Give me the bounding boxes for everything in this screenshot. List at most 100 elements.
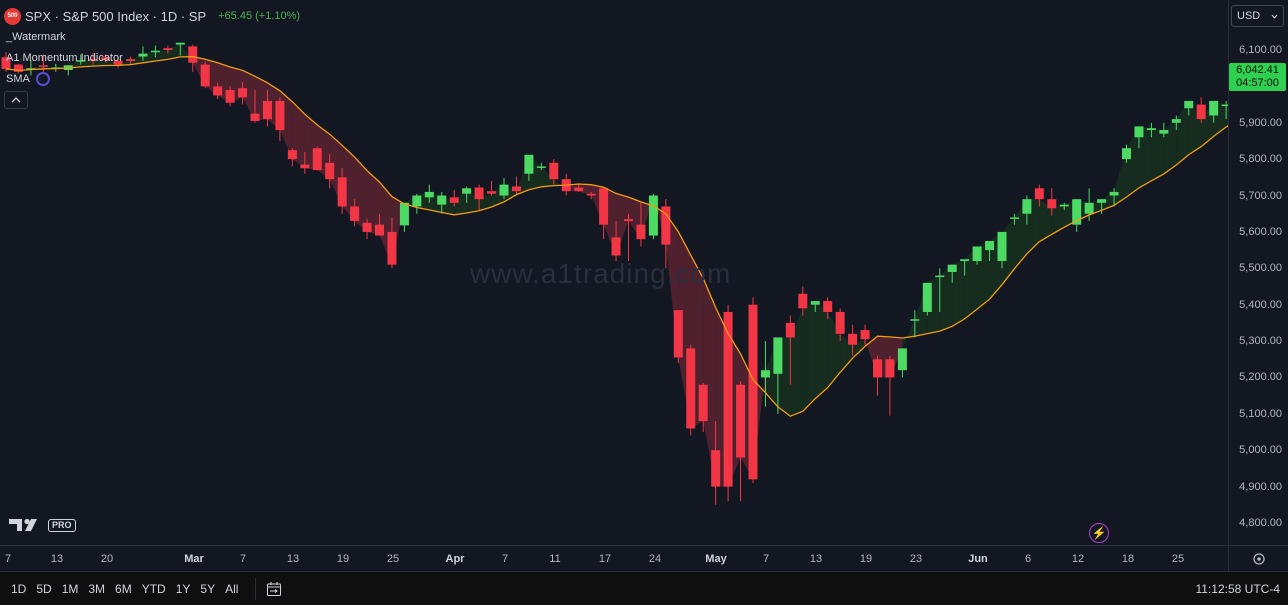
time-tick: 7: [762, 553, 770, 565]
time-tick: Apr: [445, 553, 465, 565]
price-tick: 5,600.00: [1239, 225, 1282, 238]
candle-body: [375, 224, 384, 236]
clock[interactable]: 11:12:58 UTC-4: [1195, 581, 1281, 596]
date-range-button[interactable]: [255, 577, 282, 600]
candle-body: [262, 100, 272, 120]
tradingview-logo[interactable]: PRO: [9, 518, 76, 532]
candle-body: [101, 57, 111, 61]
chart-area[interactable]: www.a1trading.com 500 SPX · S&P 500 Inde…: [0, 0, 1228, 545]
range-button-5d[interactable]: 5D: [36, 581, 52, 596]
candle-body: [798, 293, 808, 309]
momentum-fill-segment: [167, 42, 181, 60]
range-button-1y[interactable]: 1Y: [175, 581, 191, 596]
range-button-1d[interactable]: 1D: [11, 581, 27, 596]
candle-body: [636, 224, 646, 240]
momentum-fill-segment: [1101, 191, 1115, 211]
candle-body: [960, 259, 970, 262]
candle-body: [810, 301, 820, 305]
time-tick: Mar: [184, 553, 204, 565]
price-tick: 6,100.00: [1239, 44, 1282, 56]
momentum-fill-segment: [1151, 128, 1164, 181]
watermark-text: www.a1trading.com: [470, 258, 732, 289]
candle-body: [1122, 148, 1131, 160]
candle-body: [860, 330, 870, 340]
candle-body: [586, 193, 596, 196]
candle-body: [1109, 191, 1119, 196]
range-button-ytd[interactable]: YTD: [141, 581, 166, 596]
candle-body: [387, 231, 397, 265]
candle-body: [1, 57, 11, 69]
bolt-icon[interactable]: ⚡: [1089, 523, 1109, 543]
momentum-fill-segment: [802, 301, 816, 412]
indicator-sma[interactable]: SMA: [4, 68, 300, 89]
time-tick: 13: [809, 553, 823, 565]
candle-body: [113, 60, 123, 65]
price-tick: 4,800.00: [1239, 517, 1282, 529]
range-buttons: 1D 5D 1M 3M 6M YTD 1Y 5Y All: [0, 577, 243, 601]
symbol-title[interactable]: SPX · S&P 500 Index · 1D · SP: [25, 8, 207, 24]
candle-body: [711, 450, 721, 487]
range-button-6m[interactable]: 6M: [115, 581, 132, 596]
range-button-all[interactable]: All: [225, 581, 239, 596]
candle-body: [300, 164, 310, 169]
bar-countdown: 04:57:00: [1236, 77, 1279, 89]
candle-body: [325, 162, 335, 180]
momentum-fill-segment: [242, 70, 255, 121]
momentum-fill-segment: [952, 259, 965, 327]
time-tick: Jun: [968, 553, 988, 565]
candles: [1, 42, 1228, 505]
candle-body: [748, 304, 758, 480]
momentum-fill-segment: [1138, 126, 1152, 188]
candle-body: [673, 310, 683, 358]
price-tick: 4,900.00: [1239, 480, 1282, 493]
candle-body: [462, 188, 472, 194]
momentum-fill-segment: [454, 188, 467, 215]
range-button-3m[interactable]: 3M: [88, 581, 106, 596]
candle-body: [511, 186, 521, 192]
candle-body: [238, 88, 248, 98]
time-scale[interactable]: 7 13 20 Mar 7 13 19 25 Apr 7 11 17 24 May 7 13 19 23 Jun 6 1…: [0, 545, 1228, 571]
momentum-fill-segment: [1014, 199, 1027, 269]
candle-body: [1196, 104, 1206, 120]
candle-body: [1097, 199, 1107, 203]
candle-body: [848, 333, 858, 345]
momentum-fill-segment: [703, 278, 716, 487]
tv-logo-icon: [9, 518, 37, 531]
candle-body: [985, 241, 995, 251]
candle-body: [312, 148, 322, 171]
price-tick: 5,400.00: [1239, 298, 1282, 311]
range-button-1m[interactable]: 1M: [61, 581, 79, 596]
range-button-5y[interactable]: 5Y: [200, 581, 216, 596]
candle-body: [487, 191, 497, 194]
sma-status-icon[interactable]: [35, 71, 50, 86]
price-tick: 5,200.00: [1239, 371, 1282, 384]
currency-select[interactable]: USD: [1231, 5, 1284, 27]
candle-body: [1184, 100, 1194, 109]
momentum-fill-segment: [902, 319, 915, 349]
chart-settings-button[interactable]: [1228, 545, 1288, 571]
time-tick: 20: [100, 553, 114, 565]
candle-body: [138, 53, 148, 57]
candle-body: [935, 275, 945, 278]
candle-body: [1159, 130, 1169, 134]
time-tick: 7: [4, 553, 12, 565]
momentum-fill-segment: [653, 195, 666, 245]
bottom-toolbar: 1D 5D 1M 3M 6M YTD 1Y 5Y All 11:12:58 UTC-4: [0, 571, 1288, 605]
price-tick: 5,300.00: [1239, 335, 1282, 348]
time-tick: 25: [386, 553, 400, 565]
symbol-row[interactable]: 500 SPX · S&P 500 Index · 1D · SP +65.45…: [4, 6, 300, 26]
pro-badge: PRO: [48, 518, 76, 532]
price-tick: 5,900.00: [1239, 116, 1282, 129]
indicator-watermark[interactable]: _Watermark: [4, 26, 300, 47]
candle-body: [424, 191, 434, 198]
chevron-up-icon: [11, 97, 21, 103]
momentum-fill-segment: [1126, 126, 1139, 197]
candle-body: [910, 319, 920, 321]
collapse-legend-button[interactable]: [4, 91, 28, 109]
candle-body: [225, 90, 235, 103]
indicator-momentum[interactable]: A1 Momentum Indicator: [4, 47, 300, 68]
time-tick: 23: [909, 553, 923, 565]
price-chart[interactable]: [0, 0, 1228, 545]
candle-body: [785, 322, 795, 338]
candle-body: [213, 86, 223, 96]
